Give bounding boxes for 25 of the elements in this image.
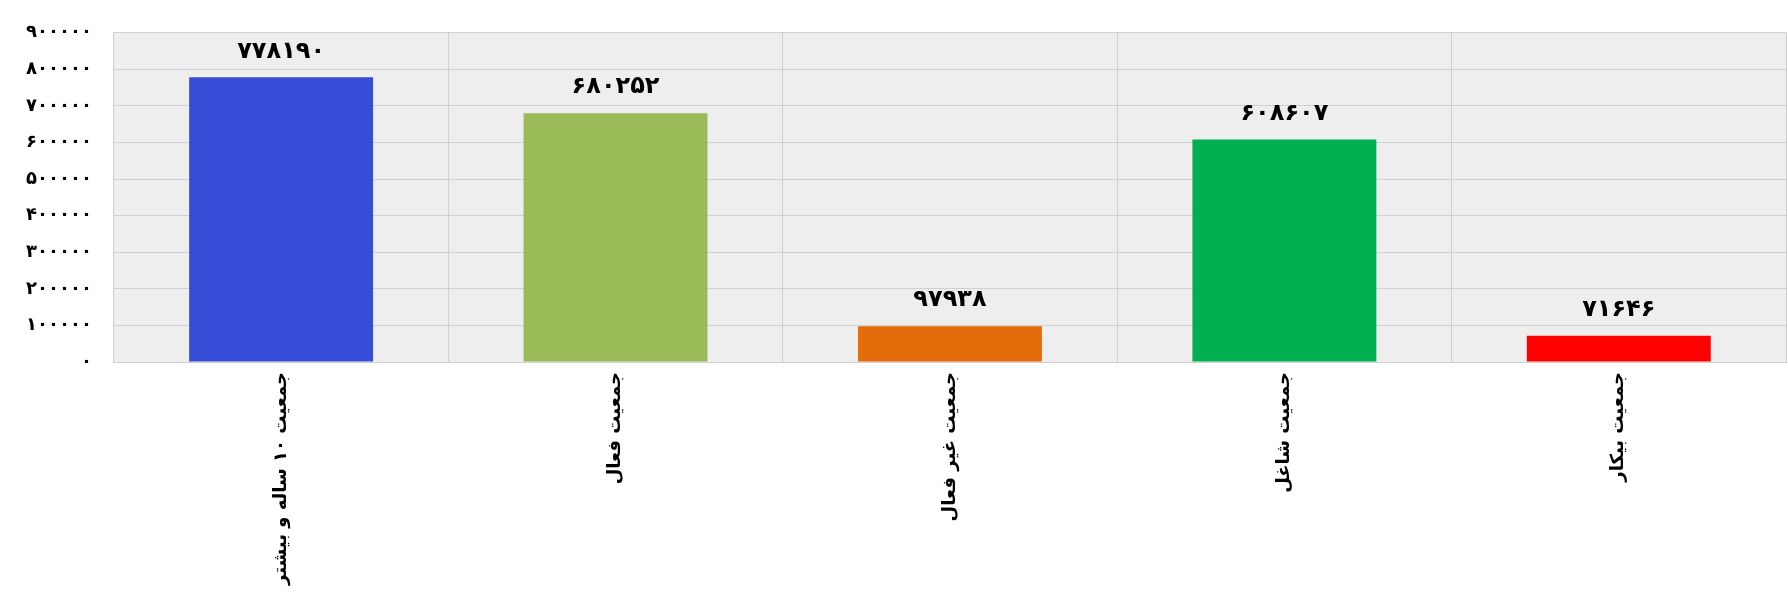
x-tick-label: جمعیت ۱۰ ساله و بیشتر <box>268 372 291 587</box>
data-label: ۷۱۶۴۶ <box>1582 294 1656 323</box>
x-tick-label: جمعیت شاغل <box>1272 372 1294 493</box>
y-tick-label: ۸۰۰۰۰۰ <box>26 57 92 79</box>
x-tick-label: جمعیت غیر فعال <box>937 372 960 522</box>
data-label: ۶۰۸۶۰۷ <box>1240 97 1329 126</box>
y-tick-label: ۵۰۰۰۰۰ <box>26 166 92 188</box>
y-tick-label: ۷۰۰۰۰۰ <box>26 93 92 115</box>
y-tick-label: ۳۰۰۰۰۰ <box>26 239 92 261</box>
bar <box>1192 139 1377 362</box>
x-tick-label: جمعیت فعال <box>603 372 625 485</box>
y-tick-label: ۴۰۰۰۰۰ <box>26 203 92 225</box>
bar <box>189 77 374 362</box>
bar <box>857 326 1042 362</box>
bar <box>523 113 708 362</box>
x-tick-label: جمعیت بیکار <box>1606 372 1628 483</box>
data-label: ۹۷۹۳۸ <box>913 284 987 313</box>
y-tick-label: ۱۰۰۰۰۰ <box>26 313 92 335</box>
y-tick-label: ۶۰۰۰۰۰ <box>26 130 92 152</box>
y-tick-label: ۹۰۰۰۰۰ <box>26 20 92 42</box>
data-label: ۷۷۸۱۹۰ <box>237 35 326 64</box>
bar <box>1526 335 1711 362</box>
data-label: ۶۸۰۲۵۲ <box>571 71 660 100</box>
y-tick-label: ۰ <box>80 349 92 371</box>
y-tick-label: ۲۰۰۰۰۰ <box>26 276 92 298</box>
